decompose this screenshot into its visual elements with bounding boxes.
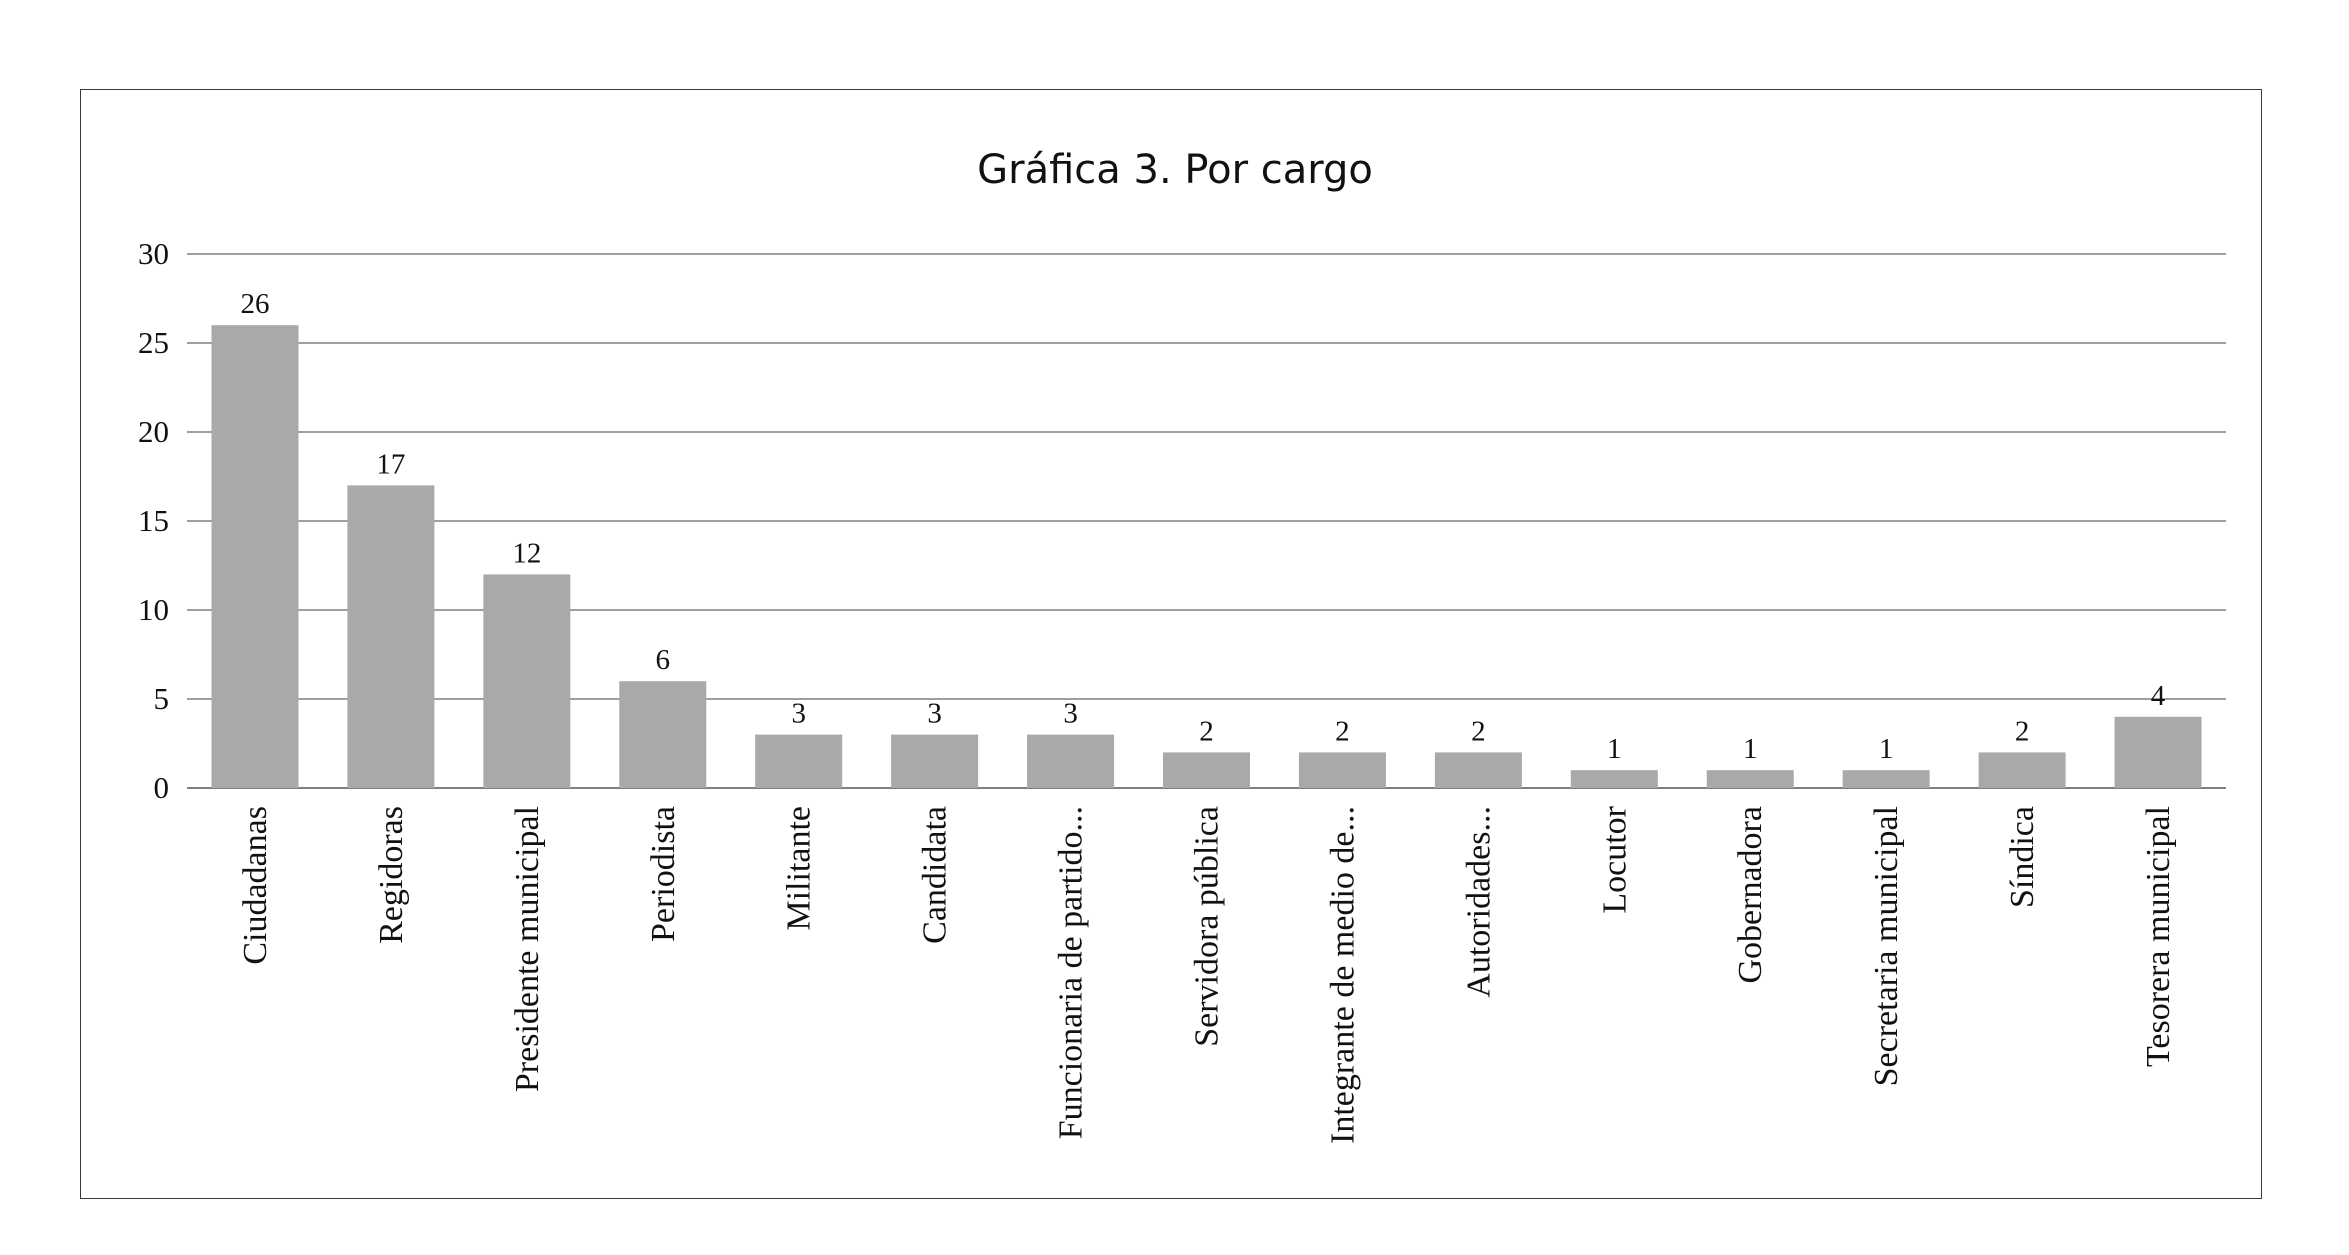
category-label: Autoridades... <box>1460 806 1497 998</box>
data-label: 2 <box>2015 715 2030 747</box>
category-label: Funcionaria de partido... <box>1053 806 1090 1139</box>
category-label: Ciudadanas <box>237 806 274 965</box>
data-label: 4 <box>2151 680 2166 712</box>
bar <box>1706 770 1794 788</box>
bar <box>211 325 299 788</box>
bar <box>1978 752 2066 788</box>
data-label: 2 <box>1335 715 1350 747</box>
category-label: Presidente municipal <box>509 806 546 1092</box>
y-tick-label: 20 <box>138 414 169 449</box>
chart-title: Gráfica 3. Por cargo <box>977 147 1373 193</box>
y-tick-label: 30 <box>138 236 169 271</box>
data-label: 2 <box>1199 715 1214 747</box>
bar <box>2114 716 2202 788</box>
x-axis-categories: Ciudadanas Regidoras Presidente municipal P… <box>237 805 2177 1144</box>
category-label: Candidata <box>917 806 954 944</box>
bar <box>891 734 979 788</box>
bar <box>1163 752 1250 788</box>
bar <box>347 485 435 788</box>
bar <box>1027 734 1115 788</box>
y-axis-ticks: 0 5 10 15 20 25 30 <box>138 236 169 805</box>
data-label: 1 <box>1879 733 1894 765</box>
category-label: Militante <box>781 806 818 931</box>
data-label: 2 <box>1471 715 1486 747</box>
category-label: Locutor <box>1596 805 1633 913</box>
bar <box>1842 770 1930 788</box>
category-label: Síndica <box>2004 806 2041 908</box>
y-tick-label: 10 <box>138 592 169 627</box>
bar <box>483 574 571 788</box>
data-label: 26 <box>240 288 269 320</box>
y-tick-label: 5 <box>154 681 170 716</box>
y-tick-label: 25 <box>138 325 169 360</box>
bar <box>1570 770 1658 788</box>
bar <box>1434 752 1522 788</box>
data-label: 3 <box>927 698 942 730</box>
category-label: Servidora pública <box>1189 806 1226 1047</box>
y-tick-label: 15 <box>138 503 169 538</box>
data-label: 1 <box>1743 733 1758 765</box>
data-label: 3 <box>1063 698 1078 730</box>
category-label: Tesorera municipal <box>2140 806 2177 1067</box>
bars <box>211 325 2202 788</box>
y-tick-label: 0 <box>154 770 170 805</box>
category-label: Secretaria municipal <box>1868 806 1905 1086</box>
bar <box>755 734 843 788</box>
data-label: 12 <box>512 537 541 569</box>
chart-frame: Gráfica 3. Por cargo 0 5 10 15 20 25 30 26 17 12… <box>80 89 2262 1199</box>
data-label: 6 <box>656 644 671 676</box>
bar <box>619 681 707 788</box>
data-label: 1 <box>1607 733 1622 765</box>
category-label: Periodista <box>645 806 682 942</box>
category-label: Gobernadora <box>1732 806 1769 983</box>
bar <box>1298 752 1386 788</box>
category-label: Integrante de medio de... <box>1324 806 1361 1144</box>
category-label: Regidoras <box>373 806 410 944</box>
data-label: 17 <box>376 448 405 480</box>
data-label: 3 <box>791 698 806 730</box>
